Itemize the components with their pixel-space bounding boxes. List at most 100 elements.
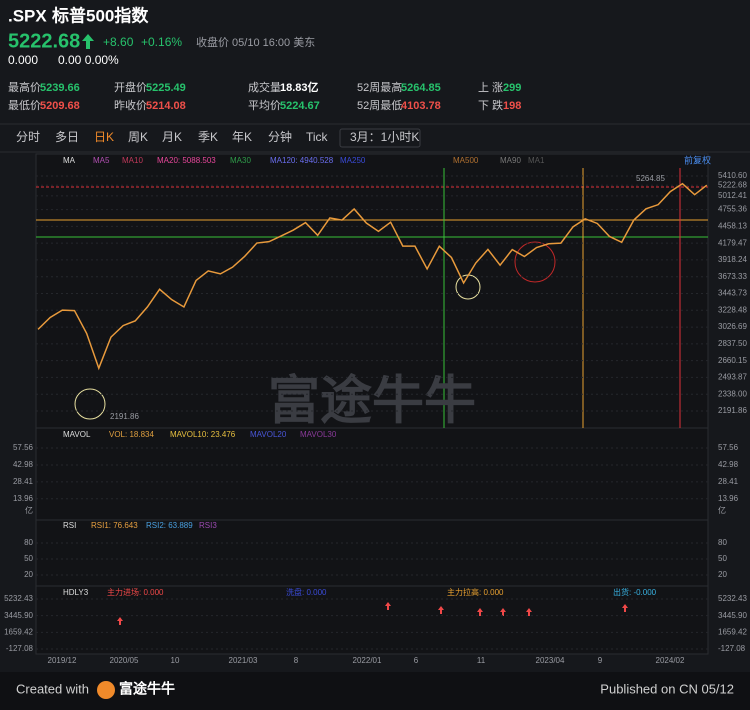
y-tick-label: 3445.90 — [4, 611, 33, 620]
y-tick-label: 80 — [24, 538, 33, 547]
y-tick-label: 57.56 — [718, 443, 739, 452]
y-tick-label: 28.41 — [13, 477, 34, 486]
y-tick-label: 2660.15 — [718, 356, 747, 365]
stat-value: 198 — [503, 100, 521, 112]
unit-label: 亿 — [25, 505, 33, 515]
stat-value: 299 — [503, 82, 521, 94]
stat-label: 52周最低 — [357, 99, 402, 112]
legend-item: VOL: 18.834 — [109, 430, 154, 439]
y-tick-label: 28.41 — [718, 477, 739, 486]
legend-item: MAVOL — [63, 430, 91, 439]
stat-label: 成交量 — [248, 80, 281, 94]
signal-arrows — [117, 602, 628, 625]
legend-item: MA20: 5088.503 — [157, 156, 216, 165]
x-tick-label: 2022/01 — [353, 656, 382, 665]
legend-item: MA30 — [230, 156, 251, 165]
x-tick-label: 2020/05 — [110, 656, 139, 665]
stat-value: 5225.49 — [146, 82, 186, 94]
stat-label: 下 跌 — [478, 98, 503, 112]
low-annotation: 2191.86 — [110, 412, 139, 421]
legend-item: MA120: 4940.528 — [270, 156, 334, 165]
x-tick-label: 9 — [598, 656, 603, 665]
tab[interactable]: 年K — [232, 130, 252, 144]
after-change: 0.00 0.00% — [58, 53, 119, 67]
legend-item: HDLY3 — [63, 588, 89, 597]
legend-item: MAVOL30 — [300, 430, 337, 439]
up-arrow — [82, 34, 94, 49]
tab-box — [339, 128, 421, 148]
y-tick-label: 80 — [718, 538, 727, 547]
stat-label: 上 涨 — [478, 81, 503, 94]
after-price: 0.000 — [8, 53, 38, 67]
y-tick-label: -127.08 — [6, 644, 34, 653]
y-tick-label: 2338.00 — [718, 389, 747, 398]
legend-item: MA90 — [500, 156, 521, 165]
y-tick-label: 50 — [24, 554, 33, 563]
stat-value: 5264.85 — [401, 82, 441, 94]
stat-label: 最低价 — [8, 99, 41, 112]
tab[interactable]: 3月：1小时K — [350, 130, 419, 144]
y-tick-label: 2191.86 — [718, 406, 747, 415]
stat-label: 52周最高 — [357, 80, 402, 94]
y-tick-label: 3445.90 — [718, 611, 747, 620]
x-tick-label: 2023/04 — [536, 656, 565, 665]
stat-value: 5239.66 — [40, 82, 80, 94]
y-tick-label: 4179.47 — [718, 238, 747, 247]
y-tick-label: -127.08 — [718, 644, 746, 653]
legend-item: MAVOL10: 23.476 — [170, 430, 236, 439]
status: 收盘价 05/10 16:00 美东 — [196, 35, 315, 49]
tab[interactable]: 多日 — [55, 130, 79, 144]
legend-item: MA10 — [122, 156, 143, 165]
tab[interactable]: 月K — [162, 130, 182, 144]
y-tick-label: 50 — [718, 554, 727, 563]
stat-label: 平均价 — [248, 99, 281, 112]
y-tick-label: 20 — [718, 570, 727, 579]
tab[interactable]: 季K — [198, 130, 218, 144]
y-tick-label: 4755.36 — [718, 205, 747, 214]
footer — [0, 672, 750, 710]
tab[interactable]: 周K — [128, 130, 148, 144]
y-tick-label: 1659.42 — [4, 627, 33, 636]
y-tick-label: 42.98 — [13, 460, 34, 469]
y-tick-label: 5232.43 — [718, 594, 747, 603]
close-line — [37, 182, 708, 371]
y-tick-label: 1659.42 — [718, 627, 747, 636]
legend-item: MA1 — [528, 156, 545, 165]
tab[interactable]: 分钟 — [268, 129, 292, 144]
tab[interactable]: 日K — [94, 130, 114, 144]
y-tick-label: 3673.33 — [718, 272, 747, 281]
stat-label: 最高价 — [8, 80, 41, 94]
x-tick-label: 2021/03 — [229, 656, 258, 665]
main-panel — [35, 153, 709, 429]
legend-item: MA250 — [340, 156, 366, 165]
symbol: .SPX — [8, 6, 47, 25]
marker-circle — [74, 388, 106, 420]
tab[interactable]: 分时 — [16, 130, 40, 144]
y-tick-label: 3918.24 — [718, 255, 747, 264]
stat-value: 5224.67 — [280, 100, 320, 112]
x-tick-label: 6 — [414, 656, 419, 665]
price: 5222.68 — [8, 30, 80, 52]
y-tick-label: 5222.68 — [718, 180, 747, 189]
stat-value: 5209.68 — [40, 100, 80, 112]
y-tick-label: 5012.41 — [718, 191, 747, 200]
y-tick-label: 3228.48 — [718, 305, 747, 314]
y-tick-label: 5232.43 — [4, 594, 33, 603]
adjust-toggle[interactable]: 前复权 — [684, 154, 711, 165]
marker-circle — [514, 241, 556, 283]
legend-item: MA500 — [453, 156, 479, 165]
y-tick-label: 13.96 — [13, 494, 34, 503]
y-tick-label: 3026.69 — [718, 322, 747, 331]
unit-label: 亿 — [718, 505, 726, 515]
x-tick-label: 8 — [294, 656, 299, 665]
legend-item: RSI — [63, 521, 76, 530]
watermark: 富途牛牛 — [268, 373, 476, 431]
y-tick-label: 3443.73 — [718, 289, 747, 298]
footer-published: Published on CN 05/12 — [600, 681, 734, 696]
change: +8.60 — [103, 35, 134, 49]
tab[interactable]: Tick — [306, 130, 329, 144]
y-tick-label: 13.96 — [718, 494, 739, 503]
y-tick-label: 2493.87 — [718, 373, 747, 382]
footer-created: Created with — [16, 681, 89, 696]
